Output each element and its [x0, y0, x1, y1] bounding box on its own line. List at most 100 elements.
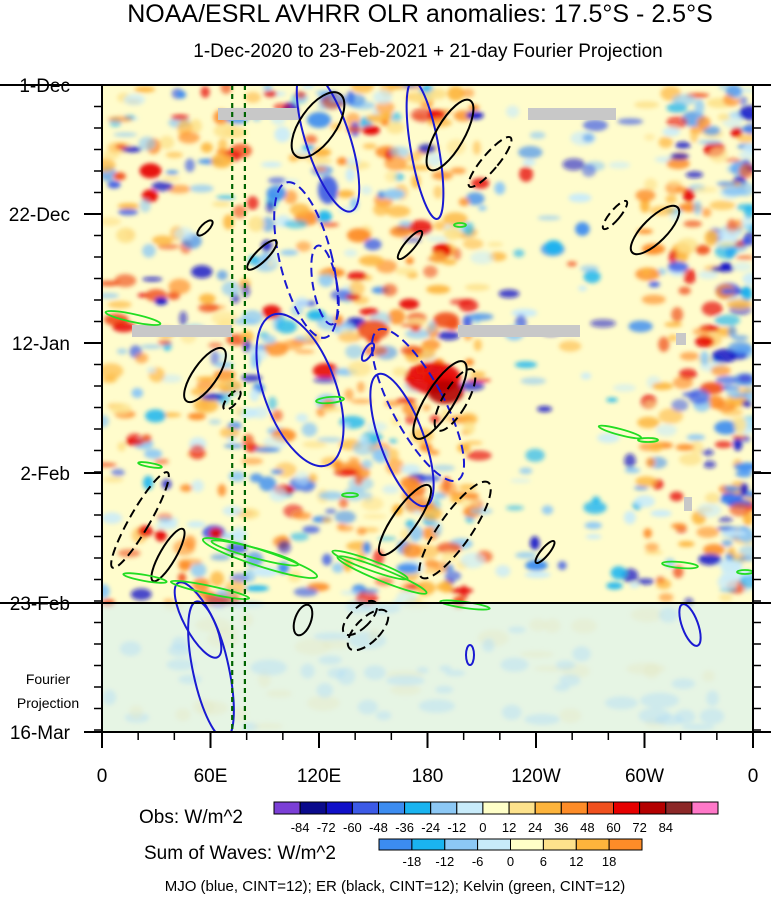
anomaly-cell [362, 514, 387, 519]
anomaly-cell [732, 335, 749, 341]
er-contour [433, 368, 477, 432]
anomaly-cell [102, 584, 110, 599]
anomaly-cell [400, 476, 421, 489]
anomaly-cell [465, 192, 485, 206]
anomaly-cell [410, 326, 421, 332]
anomaly-cell [557, 561, 567, 570]
anomaly-cell [473, 339, 482, 351]
x-tick-label: 120E [297, 766, 341, 787]
anomaly-cell [216, 195, 236, 200]
anomaly-cell [738, 96, 748, 106]
anomaly-cell [583, 270, 601, 284]
anomaly-cell [145, 409, 166, 423]
anomaly-cell [276, 319, 297, 334]
anomaly-cell [216, 379, 243, 393]
anomaly-cell [198, 303, 220, 313]
anomaly-cell [232, 204, 247, 219]
mjo-contour [405, 85, 445, 220]
anomaly-cell [210, 571, 225, 587]
anomaly-cell [714, 441, 733, 449]
obs-legend-swatch [404, 801, 432, 815]
anomaly-cell [373, 203, 389, 216]
anomaly-cell [113, 132, 138, 137]
anomaly-cell [726, 299, 752, 310]
anomaly-cell [244, 91, 261, 103]
anomaly-cell [698, 270, 718, 280]
anomaly-cell [121, 146, 142, 153]
anomaly-cell [719, 593, 733, 602]
anomaly-cell [433, 522, 442, 537]
anomaly-cell [742, 578, 753, 585]
anomaly-cell [266, 185, 287, 201]
anomaly-cell [658, 408, 683, 424]
anomaly-cell [733, 436, 743, 451]
x-tick-label: 60W [625, 766, 664, 787]
anomaly-cell [524, 571, 551, 578]
anomaly-cell [107, 181, 121, 189]
anomaly-cell [380, 119, 390, 127]
anomaly-cell [583, 501, 607, 514]
anomaly-cell [301, 422, 318, 437]
anomaly-cell [406, 318, 428, 325]
anomaly-cell [704, 230, 719, 246]
anomaly-cell [635, 476, 657, 487]
anomaly-cell [667, 261, 689, 273]
anomaly-cell [116, 348, 128, 355]
obs-legend-swatch [273, 801, 301, 815]
anomaly-cell [678, 286, 691, 295]
anomaly-cell [241, 374, 262, 382]
anomaly-cell [541, 505, 554, 515]
anomaly-cell [241, 284, 251, 298]
er-contour [629, 204, 681, 256]
kelvin-contour [315, 395, 345, 405]
missing-data-bar [684, 497, 692, 511]
anomaly-cell [114, 274, 137, 288]
anomaly-cell [347, 360, 372, 377]
anomaly-cell [738, 163, 753, 179]
anomaly-cell [193, 397, 219, 413]
anomaly-cell [102, 363, 124, 379]
anomaly-cell [167, 184, 191, 194]
anomaly-cell [537, 406, 552, 413]
anomaly-cell [628, 320, 653, 333]
anomaly-cell [157, 243, 179, 250]
anomaly-cell [155, 522, 178, 530]
anomaly-cell [244, 585, 269, 592]
anomaly-cell [738, 555, 753, 562]
anomaly-cell [457, 443, 471, 453]
anomaly-cell [246, 196, 259, 210]
anomaly-cell [644, 400, 657, 409]
anomaly-cell [701, 301, 723, 317]
anomaly-cell [341, 462, 363, 468]
anomaly-cell [154, 297, 168, 306]
anomaly-cell [634, 101, 659, 109]
anomaly-cell [683, 268, 697, 284]
anomaly-cell [646, 457, 656, 468]
anomaly-cell [261, 161, 282, 168]
anomaly-cell [313, 377, 337, 384]
anomaly-core [307, 112, 331, 128]
anomaly-cell [139, 163, 162, 179]
anomaly-cell [143, 475, 154, 490]
anomaly-cell [636, 578, 655, 585]
mjo-contour [255, 312, 345, 468]
anomaly-cell [102, 217, 121, 227]
anomaly-cell [155, 529, 167, 542]
anomaly-cell [529, 536, 540, 550]
anomaly-cell [458, 197, 470, 207]
anomaly-cell [280, 249, 299, 256]
anomaly-cell [116, 227, 136, 243]
er-contour [534, 539, 556, 565]
anomaly-cell [613, 384, 636, 392]
anomaly-cell [134, 352, 149, 364]
anomaly-cell [703, 543, 725, 556]
anomaly-cell [513, 249, 525, 258]
anomaly-cell [675, 141, 691, 149]
anomaly-cell [223, 214, 234, 230]
obs-legend-level: 72 [632, 820, 646, 835]
anomaly-cell [317, 210, 332, 224]
anomaly-cell [711, 348, 737, 363]
anomaly-cell [400, 345, 423, 356]
anomaly-cell [358, 255, 384, 267]
anomaly-cell [125, 439, 144, 446]
